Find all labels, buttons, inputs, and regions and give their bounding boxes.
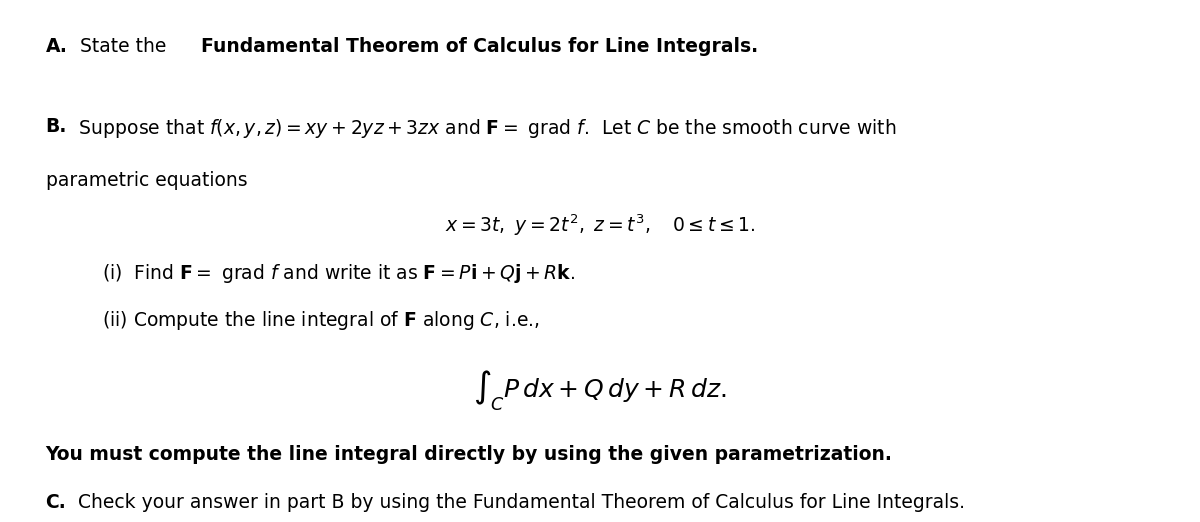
Text: $\int_C P\,dx + Q\,dy + R\,dz.$: $\int_C P\,dx + Q\,dy + R\,dz.$	[473, 368, 727, 412]
Text: A.: A.	[46, 37, 67, 55]
Text: Check your answer in part B by using the Fundamental Theorem of Calculus for Lin: Check your answer in part B by using the…	[72, 493, 965, 512]
Text: C.: C.	[46, 493, 66, 512]
Text: Fundamental Theorem of Calculus for Line Integrals.: Fundamental Theorem of Calculus for Line…	[200, 37, 758, 55]
Text: (i)  Find $\mathbf{F} =$ grad $f$ and write it as $\mathbf{F} = P\mathbf{i} + Q\: (i) Find $\mathbf{F} =$ grad $f$ and wri…	[102, 262, 575, 285]
Text: (ii) Compute the line integral of $\mathbf{F}$ along $C$, i.e.,: (ii) Compute the line integral of $\math…	[102, 309, 540, 332]
Text: B.: B.	[46, 117, 67, 136]
Text: State the: State the	[74, 37, 173, 55]
Text: You must compute the line integral directly by using the given parametrization.: You must compute the line integral direc…	[46, 445, 893, 464]
Text: parametric equations: parametric equations	[46, 171, 247, 190]
Text: $x = 3t,\ y = 2t^2,\ z = t^3, \quad 0 \leq t \leq 1.$: $x = 3t,\ y = 2t^2,\ z = t^3, \quad 0 \l…	[445, 213, 755, 239]
Text: Suppose that $f(x, y, z) = xy + 2yz + 3zx$ and $\mathbf{F} =$ grad $f$.  Let $C$: Suppose that $f(x, y, z) = xy + 2yz + 3z…	[73, 117, 896, 140]
